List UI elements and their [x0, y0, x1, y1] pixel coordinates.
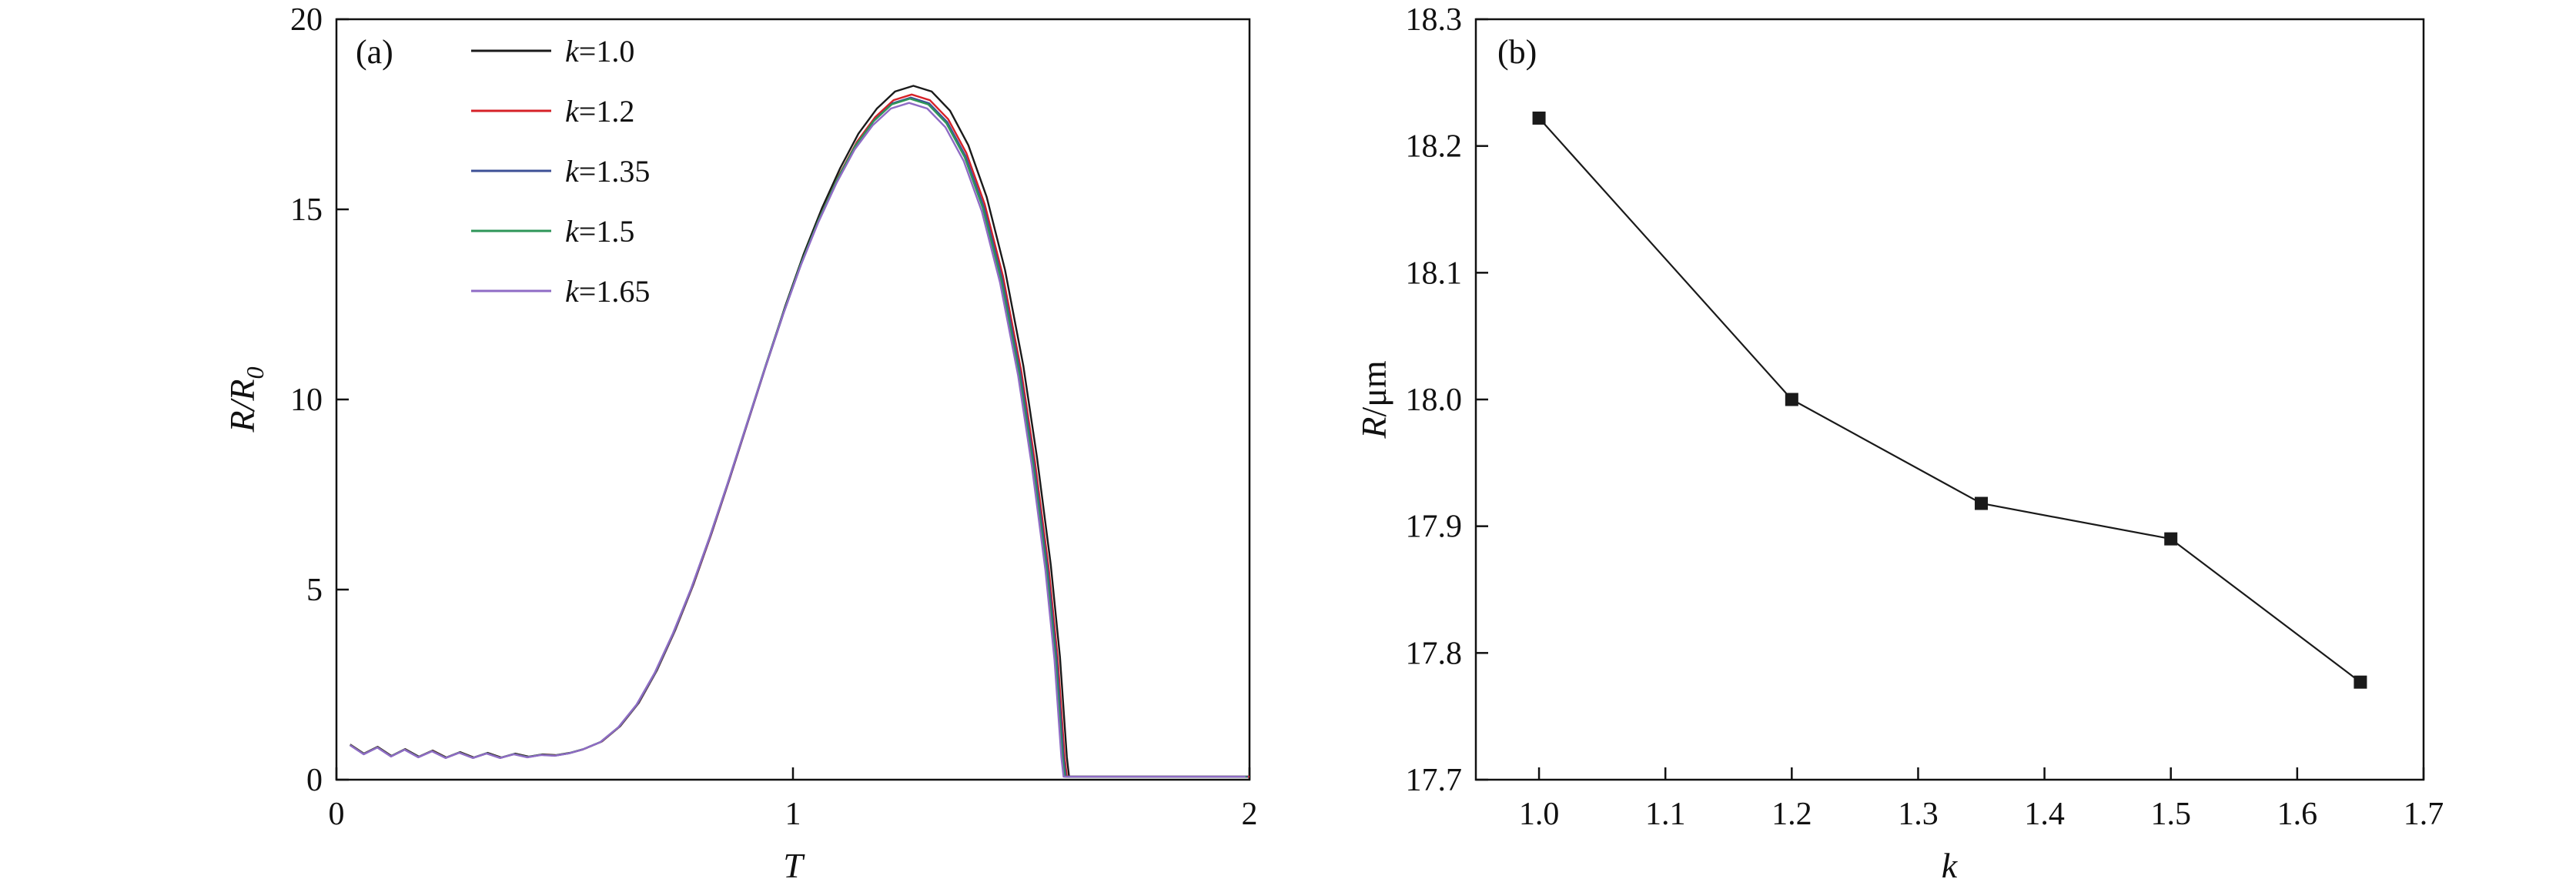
- x-tick-label: 1.0: [1519, 797, 1560, 832]
- y-tick-label: 17.7: [1406, 763, 1463, 798]
- panel-a-x-axis-title: T: [783, 846, 805, 885]
- x-tick-label: 1.6: [2277, 797, 2318, 832]
- panel-b-y-axis-title: R/μm: [1354, 360, 1393, 439]
- legend-val: =1.35: [579, 154, 651, 189]
- axis-box: [1474, 18, 2425, 781]
- panel-b-ylabel-rest: /μm: [1354, 360, 1393, 416]
- x-tick-label: 1.4: [2024, 797, 2065, 832]
- legend-label-k=1.65: k=1.65: [565, 274, 650, 309]
- y-tick-label: 5: [306, 573, 323, 608]
- panel-a-ylabel-main: R/R: [222, 379, 262, 433]
- legend-label-k=1.5: k=1.5: [565, 214, 634, 249]
- x-tick-label: 2: [1242, 797, 1258, 832]
- data-point-square: [2354, 675, 2367, 689]
- curve-k=1.65: [350, 102, 1246, 778]
- panel-b: 1.0 1.1 1.2 1.3 1.4 1.5 1.6 1.7 17.7 17.8 17.9 18.0…: [1354, 2, 2444, 885]
- x-tick-label: 1.2: [1771, 797, 1812, 832]
- data-point-square: [1785, 393, 1798, 406]
- x-tick-label: 0: [329, 797, 345, 832]
- legend-val: =1.0: [579, 34, 635, 69]
- y-tick-label: 18.1: [1406, 256, 1463, 291]
- x-tick-label: 1: [785, 797, 801, 832]
- x-tick-label: 1.5: [2150, 797, 2191, 832]
- y-tick-label: 18.3: [1406, 2, 1463, 38]
- curve-k=1.0: [350, 85, 1250, 778]
- y-tick-label: 20: [290, 2, 323, 38]
- panel-b-letter: (b): [1497, 33, 1537, 71]
- legend-var: k: [565, 154, 580, 189]
- axis-box: [335, 18, 1251, 781]
- panel-b-ylabel-var: R: [1354, 417, 1393, 439]
- data-point-square: [1975, 496, 1989, 510]
- legend-label-k=1.0: k=1.0: [565, 34, 634, 69]
- curve-k=1.35: [350, 96, 1249, 778]
- y-tick-label: 17.8: [1406, 636, 1463, 671]
- panel-b-axes: 1.0 1.1 1.2 1.3 1.4 1.5 1.6 1.7 17.7 17.8 17.9 18.0…: [1406, 2, 2444, 832]
- panel-a-letter: (a): [356, 33, 393, 71]
- panel-a-legend: k=1.0k=1.2k=1.35k=1.5k=1.65: [471, 34, 650, 309]
- data-point-square: [2164, 532, 2178, 546]
- y-tick-label: 18.0: [1406, 383, 1463, 418]
- legend-val: =1.2: [579, 94, 635, 129]
- legend-label-k=1.2: k=1.2: [565, 94, 634, 129]
- y-tick-label: 0: [306, 763, 323, 798]
- legend-var: k: [565, 214, 580, 249]
- panel-a-curves: [350, 85, 1250, 778]
- y-tick-label: 17.9: [1406, 510, 1463, 545]
- y-tick-label: 10: [290, 383, 323, 418]
- panel-a-ylabel-sub: 0: [241, 367, 269, 379]
- legend-var: k: [565, 94, 580, 129]
- x-tick-label: 1.3: [1898, 797, 1939, 832]
- legend-var: k: [565, 34, 580, 69]
- panel-a-y-axis-title: R/R0: [222, 367, 269, 433]
- curve-k=1.5: [350, 97, 1247, 778]
- series-line: [1538, 117, 2361, 683]
- data-point-square: [1532, 111, 1546, 125]
- curve-k=1.2: [350, 93, 1250, 778]
- y-tick-label: 15: [290, 192, 323, 228]
- x-tick-label: 1.7: [2404, 797, 2444, 832]
- y-tick-label: 18.2: [1406, 129, 1463, 165]
- legend-label-k=1.35: k=1.35: [565, 154, 650, 189]
- panel-b-plot: [1532, 111, 2367, 689]
- legend-var: k: [565, 274, 580, 309]
- legend-val: =1.65: [579, 274, 651, 309]
- panel-b-x-axis-title: k: [1942, 846, 1959, 885]
- legend-val: =1.5: [579, 214, 635, 249]
- x-tick-label: 1.1: [1645, 797, 1686, 832]
